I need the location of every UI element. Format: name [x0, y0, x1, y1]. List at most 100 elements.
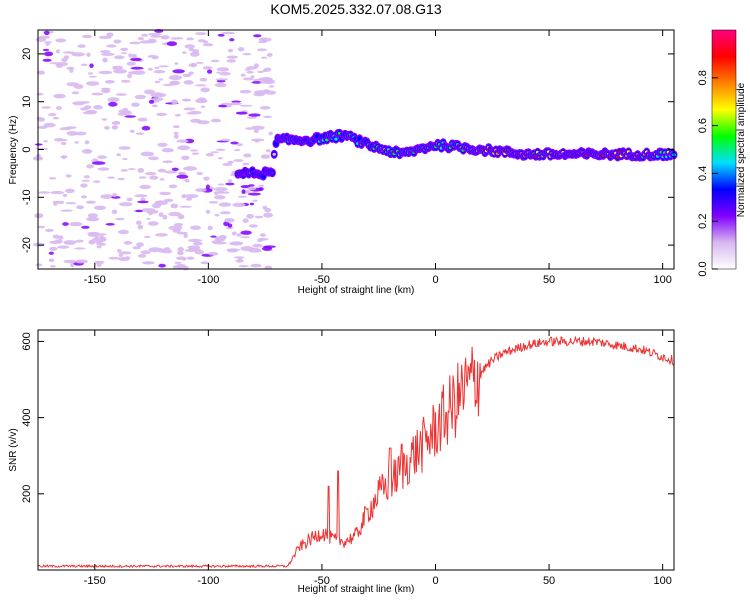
noise-mark [65, 188, 75, 194]
noise-mark [242, 218, 249, 224]
noise-mark [176, 174, 189, 179]
noise-mark [196, 120, 210, 125]
noise-mark [188, 71, 195, 75]
noise-mark [55, 49, 61, 54]
noise-mark [159, 191, 172, 196]
noise-mark [221, 31, 236, 35]
spectrogram-signal-layer [234, 128, 678, 181]
noise-mark [57, 245, 70, 249]
noise-mark [214, 213, 220, 217]
noise-mark [130, 57, 142, 62]
x-tick-label: -100 [197, 575, 219, 587]
noise-mark [43, 51, 54, 57]
noise-mark [75, 239, 84, 243]
noise-mark [96, 242, 107, 246]
noise-mark [123, 241, 133, 245]
noise-mark [96, 245, 102, 249]
noise-mark [259, 233, 266, 237]
noise-mark [157, 168, 167, 173]
x-tick-label: 100 [653, 274, 671, 286]
noise-mark [142, 261, 155, 265]
noise-mark [246, 116, 258, 119]
noise-mark [243, 153, 252, 158]
noise-mark [211, 240, 222, 244]
noise-mark [219, 71, 231, 76]
noise-mark [179, 205, 192, 208]
noise-mark [265, 90, 277, 95]
noise-mark [246, 213, 255, 219]
noise-mark [129, 41, 141, 45]
x-tick-label: -150 [84, 575, 106, 587]
x-tick-label: -150 [84, 274, 106, 286]
noise-mark [265, 149, 271, 153]
noise-mark [117, 248, 122, 253]
noise-mark [248, 184, 255, 187]
noise-mark [217, 183, 225, 186]
noise-mark [97, 167, 110, 171]
noise-mark [117, 177, 125, 181]
noise-mark [260, 154, 271, 159]
noise-mark [177, 247, 185, 252]
noise-mark [93, 205, 107, 210]
noise-mark [62, 222, 69, 226]
noise-mark [44, 30, 50, 36]
noise-mark [38, 35, 51, 39]
noise-mark [182, 51, 187, 54]
noise-mark [131, 102, 140, 107]
noise-mark [188, 63, 198, 68]
noise-mark [197, 97, 207, 101]
noise-mark [229, 38, 235, 42]
colorbar-gradient [711, 29, 737, 270]
noise-mark [210, 235, 217, 238]
noise-mark [251, 81, 263, 84]
noise-mark [42, 48, 50, 52]
y-tick-label: -10 [21, 189, 33, 205]
noise-mark [227, 179, 233, 183]
noise-mark [125, 256, 131, 260]
noise-mark [158, 212, 164, 218]
noise-mark [50, 190, 64, 195]
noise-mark [101, 118, 108, 121]
noise-mark [151, 55, 159, 60]
noise-mark [66, 66, 75, 70]
noise-mark [36, 70, 46, 75]
noise-mark [174, 222, 183, 227]
noise-mark [258, 187, 264, 191]
noise-mark [242, 77, 254, 81]
noise-mark [101, 88, 111, 94]
noise-mark [120, 52, 128, 55]
noise-mark [217, 33, 225, 37]
noise-mark [257, 40, 268, 44]
noise-mark [105, 223, 115, 226]
noise-mark [247, 186, 257, 191]
noise-mark [253, 129, 259, 134]
noise-mark [126, 197, 133, 202]
noise-mark [55, 62, 69, 67]
noise-mark [183, 80, 194, 85]
noise-mark [183, 107, 196, 111]
noise-mark [224, 218, 235, 223]
noise-mark [216, 71, 221, 74]
noise-mark [164, 170, 178, 174]
noise-mark [101, 87, 111, 90]
noise-mark [148, 99, 155, 104]
noise-mark [118, 146, 131, 150]
spectrogram-x-label: Height of straight line (km) [298, 285, 415, 296]
noise-mark [124, 115, 136, 118]
noise-mark [144, 172, 157, 176]
noise-mark [88, 239, 96, 245]
noise-mark [111, 125, 119, 130]
noise-mark [161, 148, 174, 153]
noise-mark [181, 98, 192, 102]
noise-mark [61, 155, 66, 160]
noise-mark [171, 167, 179, 171]
y-tick-label: 20 [21, 48, 33, 60]
noise-mark [86, 52, 91, 57]
noise-mark [163, 198, 174, 202]
noise-mark [159, 178, 165, 181]
colorbar-label: Normalized spectral amplitude [736, 82, 747, 217]
noise-mark [176, 139, 189, 143]
noise-mark [151, 97, 164, 101]
noise-mark [58, 138, 68, 142]
snr-series-line [37, 335, 675, 569]
